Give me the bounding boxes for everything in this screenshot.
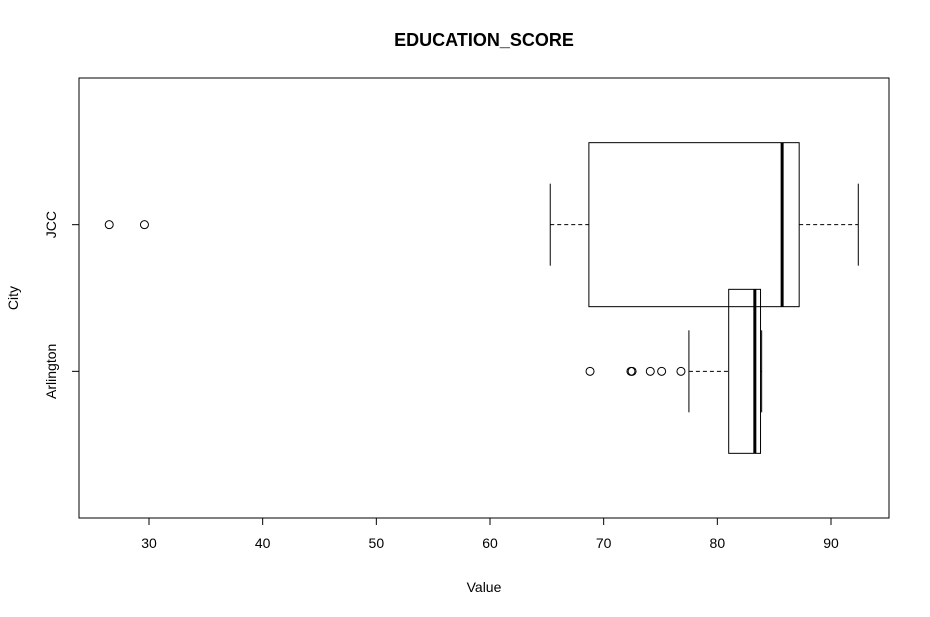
- box-group: [104, 142, 859, 454]
- y-axis-label: City: [5, 286, 21, 310]
- box-arlington: [585, 288, 763, 454]
- y-tick-label: Arlington: [43, 344, 59, 399]
- outlier-point: [104, 220, 114, 230]
- outlier-point: [627, 366, 637, 376]
- box-iqr: [728, 288, 762, 454]
- x-tick-label: 70: [596, 535, 612, 551]
- y-axis: Arlington JCC: [43, 211, 80, 399]
- outlier-point: [645, 366, 655, 376]
- y-tick-label: JCC: [43, 211, 59, 238]
- x-tick-label: 40: [255, 535, 271, 551]
- box-jcc: [104, 142, 859, 308]
- x-axis-label: Value: [467, 579, 502, 595]
- x-tick-label: 80: [710, 535, 726, 551]
- plot-frame: [78, 77, 890, 519]
- x-tick-label: 50: [369, 535, 385, 551]
- outlier-point: [139, 220, 149, 230]
- x-tick-label: 60: [482, 535, 498, 551]
- box-iqr: [588, 142, 800, 308]
- chart-title: EDUCATION_SCORE: [394, 30, 574, 50]
- outlier-point: [657, 366, 667, 376]
- outlier-point: [676, 366, 686, 376]
- x-tick-label: 30: [141, 535, 157, 551]
- x-axis: 30 40 50 60 70 80 90: [141, 517, 839, 551]
- outlier-point: [585, 366, 595, 376]
- x-tick-label: 90: [823, 535, 839, 551]
